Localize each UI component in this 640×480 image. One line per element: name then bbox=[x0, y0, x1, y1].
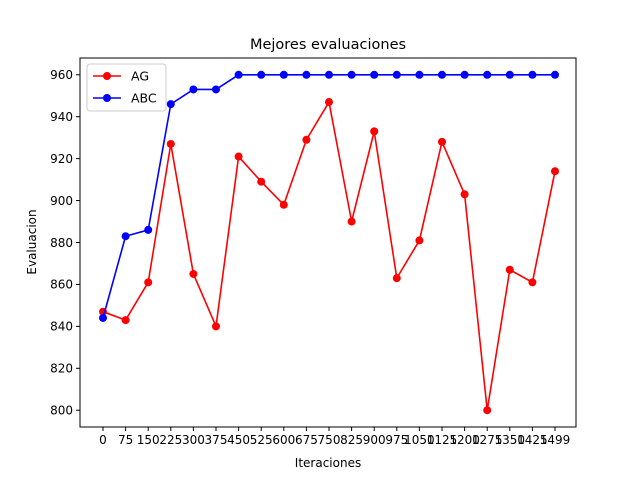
x-tick-label: 0 bbox=[99, 433, 107, 447]
x-tick-label: 300 bbox=[182, 433, 205, 447]
data-point bbox=[483, 406, 492, 415]
x-tick-label: 1050 bbox=[404, 433, 435, 447]
x-tick-label: 750 bbox=[318, 433, 341, 447]
data-point bbox=[121, 316, 130, 325]
x-tick-label: 75 bbox=[118, 433, 133, 447]
data-point bbox=[415, 236, 424, 245]
y-tick-label: 960 bbox=[50, 68, 73, 82]
data-point bbox=[438, 70, 446, 79]
data-point bbox=[325, 98, 333, 107]
data-point bbox=[212, 322, 220, 331]
data-point bbox=[392, 70, 401, 79]
data-point bbox=[302, 135, 311, 144]
x-tick-label: 1350 bbox=[495, 433, 526, 447]
y-tick-label: 940 bbox=[50, 110, 73, 124]
x-tick-label: 450 bbox=[227, 433, 250, 447]
data-point bbox=[121, 232, 130, 241]
data-point bbox=[392, 274, 401, 283]
data-point bbox=[460, 70, 469, 79]
x-tick-label: 225 bbox=[159, 433, 182, 447]
y-tick-label: 840 bbox=[50, 320, 73, 334]
legend: AG ABC bbox=[86, 63, 167, 112]
data-point bbox=[166, 139, 175, 148]
data-point bbox=[144, 278, 153, 287]
data-point bbox=[257, 177, 266, 186]
x-tick-label: 600 bbox=[272, 433, 295, 447]
x-axis-label: Iteraciones bbox=[295, 456, 361, 470]
data-point bbox=[370, 70, 379, 79]
x-tick-label: 825 bbox=[340, 433, 363, 447]
x-tick-label: 900 bbox=[363, 433, 386, 447]
data-point bbox=[528, 70, 537, 79]
data-point bbox=[505, 265, 514, 274]
x-tick-label: 975 bbox=[385, 433, 408, 447]
x-tick-label: 1275 bbox=[472, 433, 503, 447]
series-abc bbox=[99, 70, 559, 322]
data-point bbox=[483, 70, 492, 79]
x-axis: 0 75 150 225 300 375 450 525 600 675 750 825 900 9751… bbox=[99, 427, 570, 447]
x-tick-label: 1200 bbox=[449, 433, 480, 447]
plot-area bbox=[99, 70, 559, 415]
data-point bbox=[415, 70, 424, 79]
data-point bbox=[189, 85, 198, 94]
legend-item-ag: AG bbox=[93, 69, 149, 84]
data-point bbox=[325, 70, 333, 79]
data-point bbox=[279, 70, 288, 79]
data-point bbox=[551, 167, 559, 176]
data-point bbox=[551, 70, 559, 79]
x-tick-label: 375 bbox=[205, 433, 228, 447]
x-tick-label: 1425 bbox=[517, 433, 548, 447]
y-tick-label: 820 bbox=[50, 362, 73, 376]
data-point bbox=[302, 70, 311, 79]
series-line bbox=[102, 73, 555, 319]
x-tick-label: 675 bbox=[295, 433, 318, 447]
chart-title: Mejores evaluaciones bbox=[250, 37, 406, 53]
legend-swatch-marker bbox=[103, 94, 111, 102]
y-tick-label: 920 bbox=[50, 152, 73, 166]
legend-label: AG bbox=[131, 69, 149, 84]
data-point bbox=[460, 190, 469, 199]
legend-label: ABC bbox=[131, 91, 157, 106]
data-point bbox=[234, 70, 243, 79]
y-axis-label: Evaluacion bbox=[25, 209, 39, 274]
y-tick-label: 800 bbox=[50, 404, 73, 418]
data-point bbox=[528, 278, 537, 287]
data-point bbox=[505, 70, 514, 79]
data-point bbox=[166, 100, 175, 109]
y-tick-label: 880 bbox=[50, 236, 73, 250]
legend-item-abc: ABC bbox=[93, 91, 157, 106]
y-tick-label: 900 bbox=[50, 194, 73, 208]
data-point bbox=[347, 70, 356, 79]
data-point bbox=[212, 85, 220, 94]
x-tick-label: 1499 bbox=[540, 433, 571, 447]
data-point bbox=[257, 70, 266, 79]
x-tick-label: 1125 bbox=[427, 433, 458, 447]
data-point bbox=[370, 127, 379, 136]
x-tick-label: 150 bbox=[137, 433, 160, 447]
legend-swatch-marker bbox=[103, 72, 111, 80]
data-point bbox=[99, 313, 107, 322]
y-axis: 800 820 840 860 880 900 920 940 960 bbox=[50, 68, 80, 418]
series-ag bbox=[99, 98, 559, 415]
y-tick-label: 860 bbox=[50, 278, 73, 292]
data-point bbox=[144, 225, 153, 234]
x-tick-label: 525 bbox=[250, 433, 273, 447]
data-point bbox=[279, 200, 288, 209]
data-point bbox=[347, 217, 356, 226]
data-point bbox=[189, 269, 198, 278]
data-point bbox=[438, 137, 446, 146]
series-line bbox=[102, 101, 556, 412]
data-point bbox=[234, 152, 243, 161]
